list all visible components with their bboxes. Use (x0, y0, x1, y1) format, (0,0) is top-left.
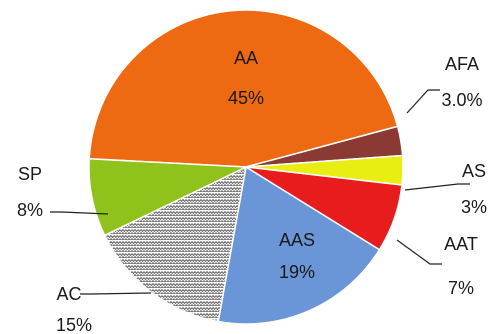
slice-name-label: SP (18, 164, 42, 184)
slice-percent-label: 3.0% (441, 90, 482, 110)
pie-slice-aas (217, 165, 381, 325)
slice-percent-label: 8% (17, 200, 43, 220)
pie-slice-ac (103, 165, 247, 323)
slice-name-label: AS (462, 161, 486, 181)
leader-line-aat (396, 239, 442, 265)
slice-percent-label: 15% (56, 315, 92, 334)
slice-name-label: AAT (444, 234, 478, 254)
slice-name-label: AA (234, 48, 258, 68)
slice-name-label: AC (56, 284, 81, 304)
pie-slice-aa (88, 9, 399, 168)
slice-name-label: AAS (279, 230, 315, 250)
slice-percent-label: 7% (448, 278, 474, 298)
slice-percent-label: 3% (461, 197, 487, 217)
leader-line-ac (80, 292, 152, 295)
pie-slice-sp (88, 157, 247, 237)
leader-line-as (404, 183, 470, 191)
slice-percent-label: 45% (228, 88, 264, 108)
leader-line-afa (406, 89, 440, 114)
slice-name-label: AFA (445, 54, 479, 74)
slice-percent-label: 19% (279, 262, 315, 282)
leader-line-sp (50, 211, 109, 215)
